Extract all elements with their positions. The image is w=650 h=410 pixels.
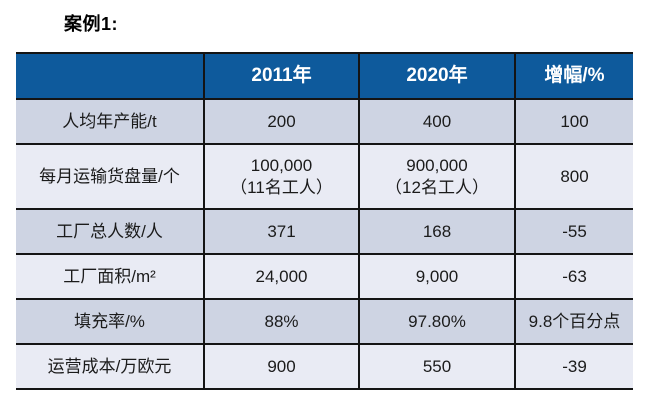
cell-value: 200: [203, 98, 360, 145]
cell-value: 371: [203, 208, 360, 255]
row-label: 工厂总人数/人: [16, 208, 205, 255]
row-label: 每月运输货盘量/个: [16, 143, 205, 210]
cell-value: 100: [514, 98, 633, 145]
table-row: 填充率/% 88% 97.80% 9.8个百分点: [16, 298, 633, 345]
cell-value: 900: [203, 343, 360, 390]
cell-value: 800: [514, 143, 633, 210]
cell-value: -63: [514, 253, 633, 300]
column-header-blank: [16, 52, 205, 100]
cell-value: 97.80%: [358, 298, 516, 345]
comparison-table: 2011年 2020年 增幅/% 人均年产能/t 200 400 100 每月运…: [16, 52, 633, 390]
column-header-2020: 2020年: [358, 52, 516, 100]
cell-value: -39: [514, 343, 633, 390]
row-label: 填充率/%: [16, 298, 205, 345]
cell-value: 88%: [203, 298, 360, 345]
cell-value: 400: [358, 98, 516, 145]
cell-value: 100,000 （11名工人）: [203, 143, 360, 210]
cell-value: 24,000: [203, 253, 360, 300]
cell-value: 9,000: [358, 253, 516, 300]
cell-value: 550: [358, 343, 516, 390]
cell-value: 9.8个百分点: [514, 298, 633, 345]
column-header-growth: 增幅/%: [514, 52, 633, 100]
cell-value: -55: [514, 208, 633, 255]
case-title: 案例1:: [64, 14, 119, 34]
row-label: 运营成本/万欧元: [16, 343, 205, 390]
cell-value: 900,000 （12名工人）: [358, 143, 516, 210]
row-label: 人均年产能/t: [16, 98, 205, 145]
cell-value: 168: [358, 208, 516, 255]
row-label: 工厂面积/m²: [16, 253, 205, 300]
table-row: 工厂总人数/人 371 168 -55: [16, 208, 633, 255]
table-row: 每月运输货盘量/个 100,000 （11名工人） 900,000 （12名工人…: [16, 143, 633, 210]
table-row: 运营成本/万欧元 900 550 -39: [16, 343, 633, 390]
column-header-2011: 2011年: [203, 52, 360, 100]
header-row: 2011年 2020年 增幅/%: [16, 52, 633, 100]
table-row: 人均年产能/t 200 400 100: [16, 98, 633, 145]
table-row: 工厂面积/m² 24,000 9,000 -63: [16, 253, 633, 300]
